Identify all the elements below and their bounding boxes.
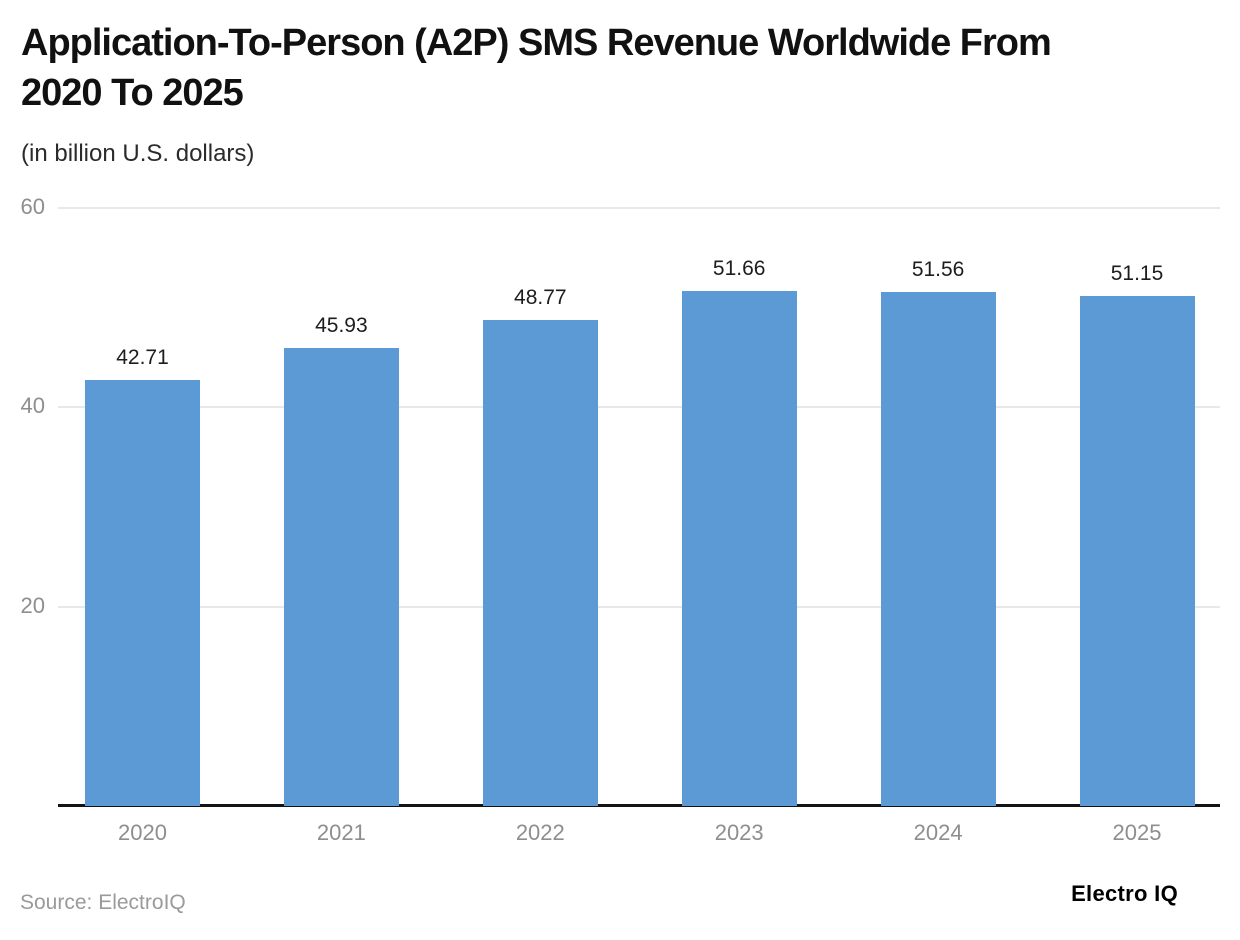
gridline-20 bbox=[58, 605, 1220, 608]
x-tick-label-2024: 2024 bbox=[913, 820, 963, 845]
gridline-60 bbox=[58, 207, 1220, 209]
x-tick-label-2020: 2020 bbox=[118, 820, 167, 845]
chart-title-line-2: 2020 To 2025 bbox=[21, 72, 244, 114]
chart-title: Application-To-Person (A2P) SMS Revenue … bbox=[21, 18, 1226, 118]
x-tick-label-2021: 2021 bbox=[316, 820, 366, 845]
brand-logo: Electro IQ bbox=[1071, 881, 1178, 906]
bar-2023 bbox=[681, 291, 797, 806]
bar-value-label-2025: 51.15 bbox=[1110, 262, 1164, 286]
bar-value-label-2024: 51.56 bbox=[911, 258, 965, 282]
bar-2024 bbox=[880, 292, 996, 806]
y-tick-label-20: 20 bbox=[20, 592, 45, 618]
bar-value-label-2022: 48.77 bbox=[514, 285, 567, 309]
bar-2021 bbox=[283, 348, 399, 806]
y-tick-label-40: 40 bbox=[20, 393, 45, 419]
source-credit: Source: ElectroIQ bbox=[20, 891, 186, 914]
bar-value-label-2021: 45.93 bbox=[315, 314, 368, 338]
chart-subtitle: (in billion U.S. dollars) bbox=[21, 140, 255, 167]
bar-value-label-2020: 42.71 bbox=[116, 346, 169, 370]
x-tick-label-2023: 2023 bbox=[714, 820, 764, 845]
bar-2025 bbox=[1079, 296, 1195, 806]
bar-2020 bbox=[85, 380, 200, 806]
x-tick-label-2025: 2025 bbox=[1112, 820, 1162, 845]
bar-value-label-2023: 51.66 bbox=[712, 257, 766, 281]
gridline-40 bbox=[58, 406, 1220, 409]
plot-area: 20 40 60 42.71 2020 45.93 2021 48.77 2022 51.66 20… bbox=[21, 194, 1220, 845]
bar-2022 bbox=[482, 319, 598, 806]
x-tick-label-2022: 2022 bbox=[515, 820, 565, 845]
y-tick-label-60: 60 bbox=[20, 194, 45, 219]
x-axis-line bbox=[58, 804, 1220, 807]
chart-title-line-1: Application-To-Person (A2P) SMS Revenue … bbox=[21, 22, 1052, 64]
